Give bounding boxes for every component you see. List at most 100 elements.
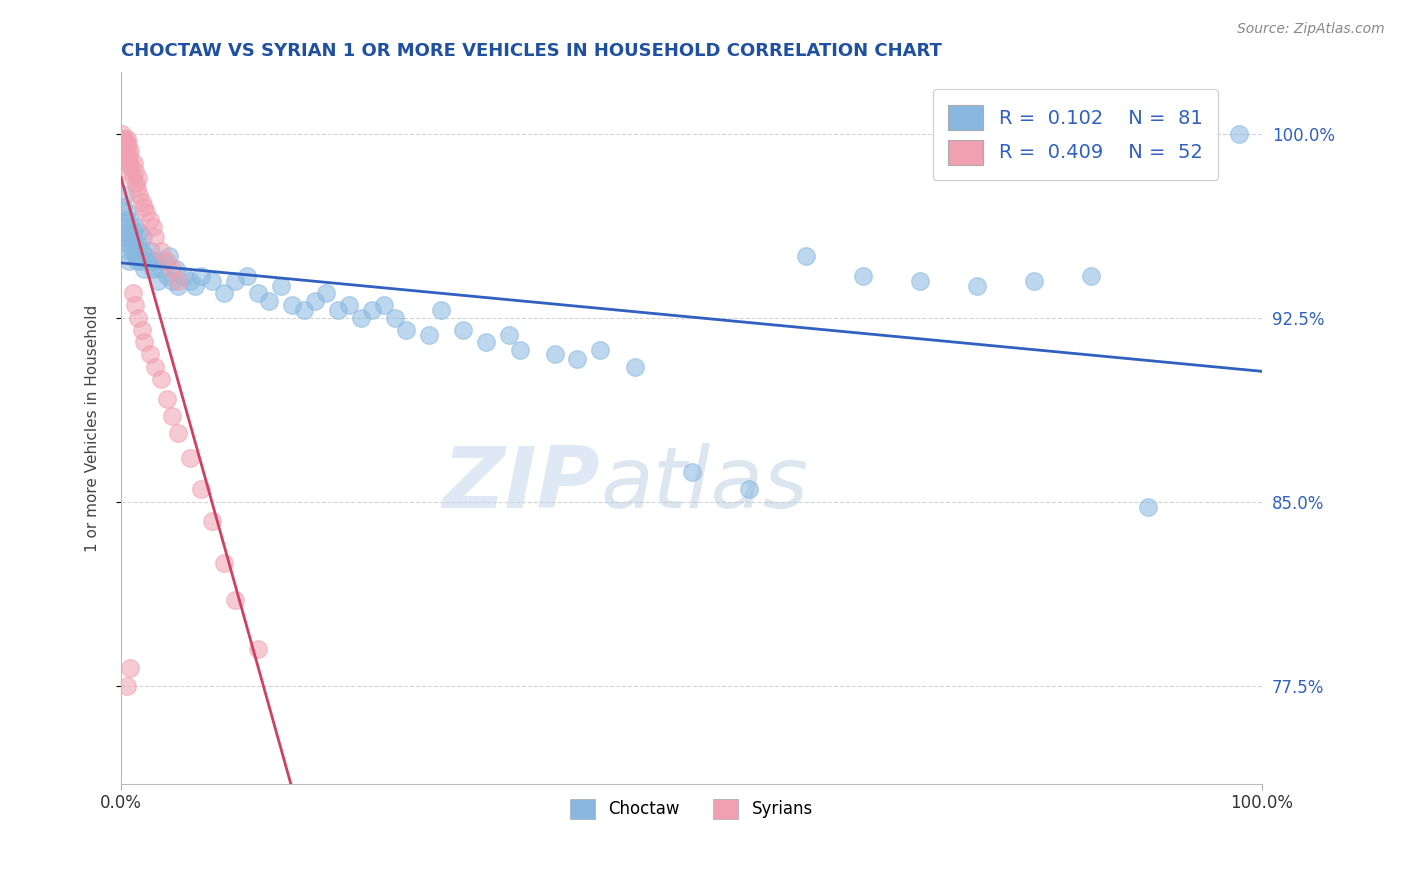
Point bbox=[623, 359, 645, 374]
Point bbox=[146, 274, 169, 288]
Point bbox=[114, 136, 136, 151]
Point bbox=[1227, 127, 1250, 141]
Point bbox=[127, 170, 149, 185]
Point bbox=[120, 161, 142, 175]
Point bbox=[475, 335, 498, 350]
Point bbox=[115, 144, 138, 158]
Point bbox=[737, 483, 759, 497]
Point bbox=[117, 244, 139, 259]
Point bbox=[212, 286, 235, 301]
Point bbox=[132, 229, 155, 244]
Point bbox=[112, 131, 135, 145]
Point bbox=[201, 274, 224, 288]
Point bbox=[681, 465, 703, 479]
Point bbox=[162, 274, 184, 288]
Point bbox=[120, 237, 142, 252]
Point bbox=[118, 163, 141, 178]
Point bbox=[127, 310, 149, 325]
Point bbox=[143, 229, 166, 244]
Point bbox=[132, 200, 155, 214]
Point bbox=[852, 268, 875, 283]
Point bbox=[162, 409, 184, 423]
Point bbox=[138, 254, 160, 268]
Point bbox=[114, 146, 136, 161]
Point bbox=[395, 323, 418, 337]
Point bbox=[125, 249, 148, 263]
Text: atlas: atlas bbox=[600, 443, 808, 526]
Point bbox=[247, 286, 270, 301]
Point bbox=[326, 303, 349, 318]
Point bbox=[1136, 500, 1159, 514]
Point bbox=[567, 352, 589, 367]
Point bbox=[112, 200, 135, 214]
Point bbox=[361, 303, 384, 318]
Point bbox=[121, 286, 143, 301]
Point bbox=[247, 641, 270, 656]
Point bbox=[315, 286, 337, 301]
Point bbox=[190, 483, 212, 497]
Point bbox=[224, 592, 246, 607]
Point bbox=[157, 249, 180, 263]
Point bbox=[120, 144, 142, 158]
Point bbox=[259, 293, 281, 308]
Point bbox=[429, 303, 451, 318]
Point bbox=[190, 268, 212, 283]
Point bbox=[143, 359, 166, 374]
Point bbox=[156, 392, 179, 406]
Point bbox=[135, 205, 157, 219]
Point bbox=[589, 343, 612, 357]
Point bbox=[418, 327, 440, 342]
Text: ZIP: ZIP bbox=[443, 443, 600, 526]
Point bbox=[281, 298, 304, 312]
Point bbox=[966, 278, 988, 293]
Point bbox=[118, 254, 141, 268]
Y-axis label: 1 or more Vehicles in Household: 1 or more Vehicles in Household bbox=[86, 304, 100, 552]
Text: CHOCTAW VS SYRIAN 1 OR MORE VEHICLES IN HOUSEHOLD CORRELATION CHART: CHOCTAW VS SYRIAN 1 OR MORE VEHICLES IN … bbox=[121, 42, 942, 60]
Point bbox=[270, 278, 292, 293]
Point bbox=[292, 303, 315, 318]
Point bbox=[1022, 274, 1045, 288]
Point bbox=[162, 261, 184, 276]
Point bbox=[114, 131, 136, 145]
Point bbox=[131, 244, 153, 259]
Point bbox=[118, 225, 141, 239]
Point bbox=[114, 212, 136, 227]
Point bbox=[121, 170, 143, 185]
Point bbox=[132, 261, 155, 276]
Legend: Choctaw, Syrians: Choctaw, Syrians bbox=[564, 793, 820, 825]
Point bbox=[131, 323, 153, 337]
Point bbox=[143, 254, 166, 268]
Point bbox=[117, 219, 139, 234]
Point bbox=[544, 347, 567, 361]
Point bbox=[115, 205, 138, 219]
Point bbox=[115, 131, 138, 145]
Point bbox=[337, 298, 360, 312]
Point bbox=[224, 274, 246, 288]
Point bbox=[124, 298, 146, 312]
Point bbox=[350, 310, 373, 325]
Point bbox=[114, 229, 136, 244]
Point bbox=[179, 274, 201, 288]
Point bbox=[235, 268, 257, 283]
Point bbox=[111, 127, 134, 141]
Point bbox=[124, 163, 146, 178]
Point bbox=[173, 268, 195, 283]
Point bbox=[135, 249, 157, 263]
Point bbox=[453, 323, 475, 337]
Point bbox=[150, 261, 173, 276]
Point bbox=[153, 254, 176, 268]
Point bbox=[128, 188, 150, 202]
Point bbox=[121, 225, 143, 239]
Point bbox=[120, 212, 142, 227]
Point bbox=[120, 156, 142, 170]
Point bbox=[120, 229, 142, 244]
Point bbox=[509, 343, 531, 357]
Point bbox=[150, 244, 173, 259]
Point bbox=[121, 244, 143, 259]
Point bbox=[131, 195, 153, 210]
Point bbox=[167, 278, 190, 293]
Point bbox=[212, 556, 235, 570]
Point bbox=[138, 347, 160, 361]
Point bbox=[498, 327, 520, 342]
Point bbox=[115, 679, 138, 693]
